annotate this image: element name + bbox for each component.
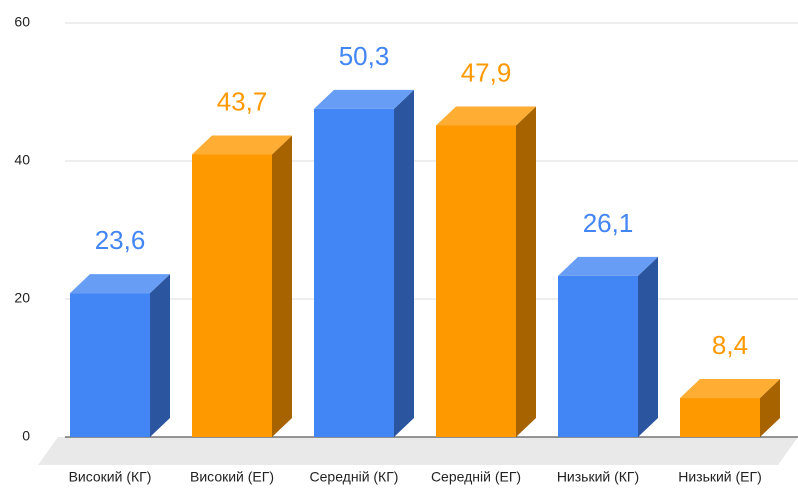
y-tick-label: 60 bbox=[14, 14, 30, 30]
bar-side bbox=[394, 89, 414, 438]
x-tick-label: Високий (ЕГ) bbox=[190, 469, 274, 485]
bar-side bbox=[272, 135, 292, 437]
bar-side bbox=[638, 256, 658, 437]
bar-top bbox=[436, 106, 536, 126]
bar bbox=[314, 108, 394, 438]
value-label: 26,1 bbox=[583, 208, 634, 238]
value-label: 43,7 bbox=[217, 86, 268, 116]
bar bbox=[70, 293, 150, 437]
bar-top bbox=[314, 89, 414, 109]
x-tick-label: Високий (КГ) bbox=[69, 469, 152, 485]
x-tick-label: Середній (КГ) bbox=[310, 469, 399, 485]
y-tick-label: 0 bbox=[22, 428, 30, 444]
bar bbox=[558, 275, 638, 437]
bar-top bbox=[680, 379, 780, 399]
value-label: 50,3 bbox=[339, 41, 390, 71]
value-label: 8,4 bbox=[712, 330, 748, 360]
x-tick-label: Низький (КГ) bbox=[557, 469, 639, 485]
bar-side bbox=[516, 106, 536, 438]
bar-top bbox=[70, 274, 170, 294]
floor bbox=[38, 437, 798, 465]
bar-side bbox=[760, 379, 780, 437]
y-tick-label: 40 bbox=[14, 152, 30, 168]
bar bbox=[192, 154, 272, 437]
bar-side bbox=[150, 274, 170, 437]
bar bbox=[680, 398, 760, 437]
bar-top bbox=[192, 135, 292, 155]
x-tick-label: Низький (ЕГ) bbox=[678, 469, 762, 485]
bar-top bbox=[558, 256, 658, 276]
value-label: 47,9 bbox=[461, 57, 512, 87]
x-tick-label: Середній (ЕГ) bbox=[431, 469, 521, 485]
y-tick-label: 20 bbox=[14, 290, 30, 306]
value-label: 23,6 bbox=[95, 225, 146, 255]
bar bbox=[436, 125, 516, 438]
